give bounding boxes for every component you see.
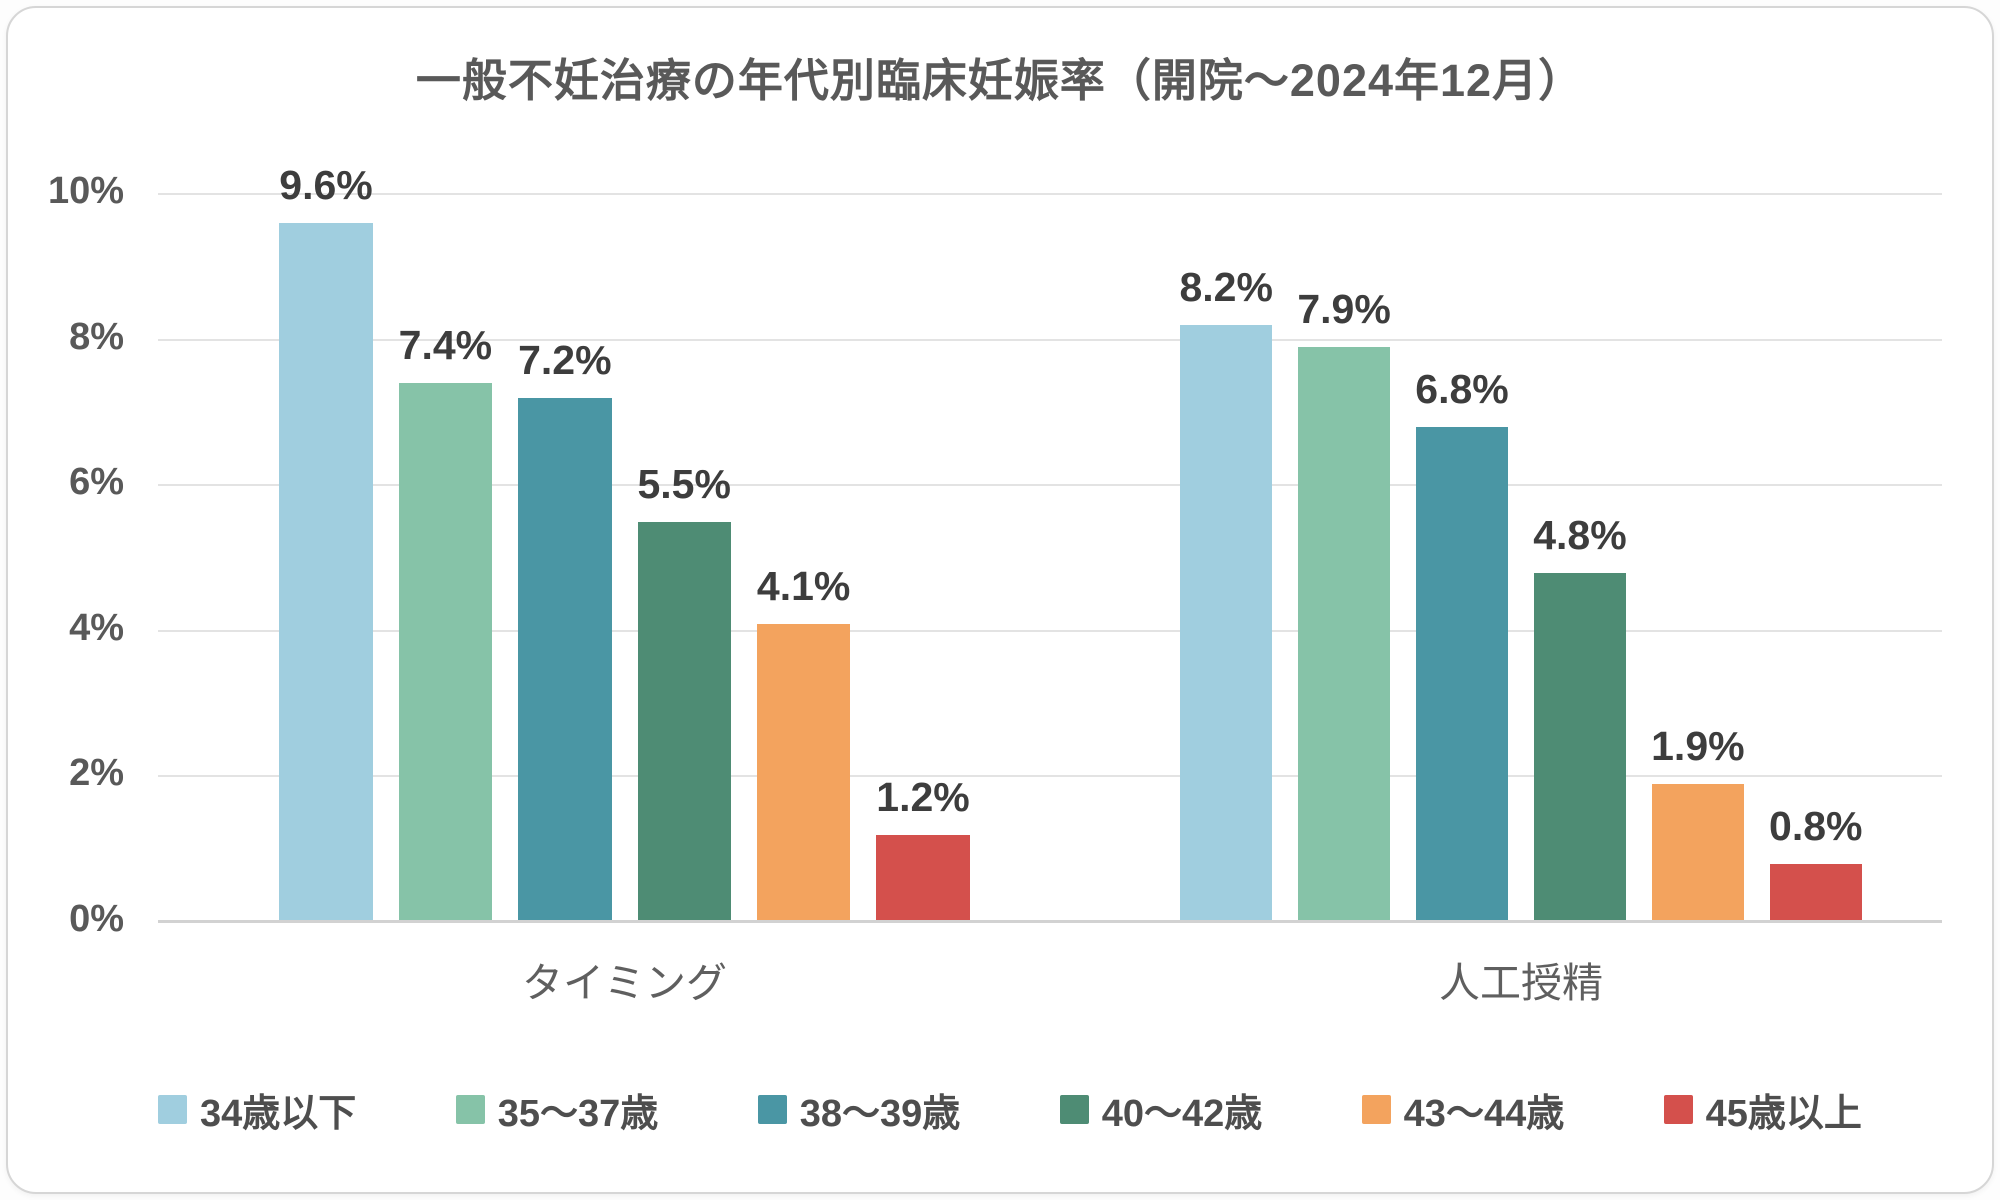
bar-slot: 6.8% bbox=[1415, 194, 1509, 922]
legend-swatch bbox=[1663, 1095, 1693, 1124]
bar-value-label: 7.2% bbox=[518, 336, 612, 383]
category-axis: タイミング 人工授精 bbox=[158, 952, 1942, 1014]
legend-label: 35〜37歳 bbox=[497, 1093, 659, 1135]
bar-value-label: 8.2% bbox=[1179, 264, 1273, 311]
bar-value-label: 7.9% bbox=[1297, 285, 1391, 332]
bar-slot: 7.4% bbox=[399, 194, 492, 922]
legend-item: 45歳以上 bbox=[1663, 1082, 1862, 1137]
bar-slot: 7.9% bbox=[1297, 194, 1391, 922]
bar-value-label: 7.4% bbox=[398, 322, 493, 369]
y-axis-tick-label: 8% bbox=[69, 315, 124, 358]
legend-swatch bbox=[455, 1095, 485, 1124]
y-axis-tick-label: 0% bbox=[69, 898, 124, 940]
gridline bbox=[158, 484, 1942, 487]
bar bbox=[1533, 572, 1626, 922]
bar-group: 9.6% 7.4% 7.2% 5.5% 4.1% 1.2% bbox=[279, 162, 970, 922]
bar-slot: 9.6% bbox=[279, 162, 373, 922]
bar-value-label: 4.8% bbox=[1533, 511, 1627, 558]
bar bbox=[756, 623, 851, 922]
bar-value-label: 6.8% bbox=[1415, 365, 1509, 412]
bar-slot: 5.5% bbox=[637, 194, 731, 922]
legend-item: 35〜37歳 bbox=[455, 1082, 659, 1137]
legend-label: 45歳以上 bbox=[1705, 1093, 1862, 1135]
legend-swatch bbox=[1059, 1095, 1089, 1124]
gridline bbox=[158, 775, 1942, 778]
y-axis-tick-label: 2% bbox=[69, 752, 124, 795]
bar-slot: 0.8% bbox=[1769, 194, 1863, 922]
bar-value-label: 1.9% bbox=[1651, 722, 1745, 769]
legend-swatch bbox=[158, 1095, 187, 1124]
bar-value-label: 1.2% bbox=[876, 773, 970, 820]
bar-value-label: 0.8% bbox=[1769, 802, 1863, 849]
bar bbox=[876, 834, 970, 922]
bar bbox=[637, 521, 731, 922]
chart-legend: 34歳以下 35〜37歳 38〜39歳 40〜42歳 43〜44歳 45歳以上 bbox=[158, 1082, 1862, 1137]
chart-card: 一般不妊治療の年代別臨床妊娠率（開院〜2024年12月） 10% 8% 6% 4% 2%… bbox=[6, 6, 1994, 1194]
y-axis-tick-label: 6% bbox=[69, 461, 124, 504]
chart-title: 一般不妊治療の年代別臨床妊娠率（開院〜2024年12月） bbox=[415, 55, 1585, 106]
bar bbox=[279, 223, 373, 922]
legend-item: 38〜39歳 bbox=[757, 1082, 961, 1137]
legend-swatch bbox=[1361, 1095, 1391, 1124]
legend-label: 38〜39歳 bbox=[799, 1093, 961, 1135]
bar bbox=[1298, 346, 1391, 922]
legend-label: 43〜44歳 bbox=[1403, 1093, 1565, 1135]
y-axis-tick-label: 10% bbox=[47, 170, 124, 212]
plot-area: 10% 8% 6% 4% 2% 0% 9.6% 7.4% 7.2% 5.5% 4.1% 1.2% 8.2… bbox=[48, 162, 1942, 940]
legend-label: 40〜42歳 bbox=[1101, 1093, 1263, 1135]
category-label-artificial-insemination: 人工授精 bbox=[1438, 960, 1603, 1006]
bar-group: 8.2% 7.9% 6.8% 4.8% 1.9% 0.8% bbox=[1179, 194, 1863, 922]
legend-item: 34歳以下 bbox=[158, 1082, 356, 1137]
legend-item: 43〜44歳 bbox=[1361, 1082, 1565, 1137]
bar bbox=[1651, 783, 1744, 922]
bar bbox=[398, 383, 493, 922]
bar bbox=[518, 397, 612, 922]
bar-slot: 4.8% bbox=[1533, 194, 1627, 922]
gridline bbox=[158, 629, 1942, 632]
bar-slot: 4.1% bbox=[757, 194, 850, 922]
gridline bbox=[158, 338, 1942, 341]
bar-value-label: 4.1% bbox=[756, 562, 851, 609]
y-axis-tick-label: 4% bbox=[69, 606, 124, 649]
bar bbox=[1416, 426, 1508, 922]
legend-item: 40〜42歳 bbox=[1059, 1082, 1263, 1137]
category-label-timing: タイミング bbox=[522, 960, 727, 1006]
bar-slot: 8.2% bbox=[1179, 194, 1273, 922]
bar-slot: 7.2% bbox=[518, 194, 612, 922]
bar-value-label: 9.6% bbox=[279, 162, 373, 209]
legend-swatch bbox=[757, 1095, 787, 1124]
gridline bbox=[158, 193, 1942, 195]
legend-label: 34歳以下 bbox=[200, 1093, 357, 1135]
x-axis-line bbox=[158, 920, 1942, 923]
bar bbox=[1769, 863, 1862, 922]
bar bbox=[1180, 325, 1273, 922]
bar-value-label: 5.5% bbox=[637, 460, 731, 507]
bar-slot: 1.9% bbox=[1651, 194, 1745, 922]
bar-slot: 1.2% bbox=[876, 194, 970, 922]
